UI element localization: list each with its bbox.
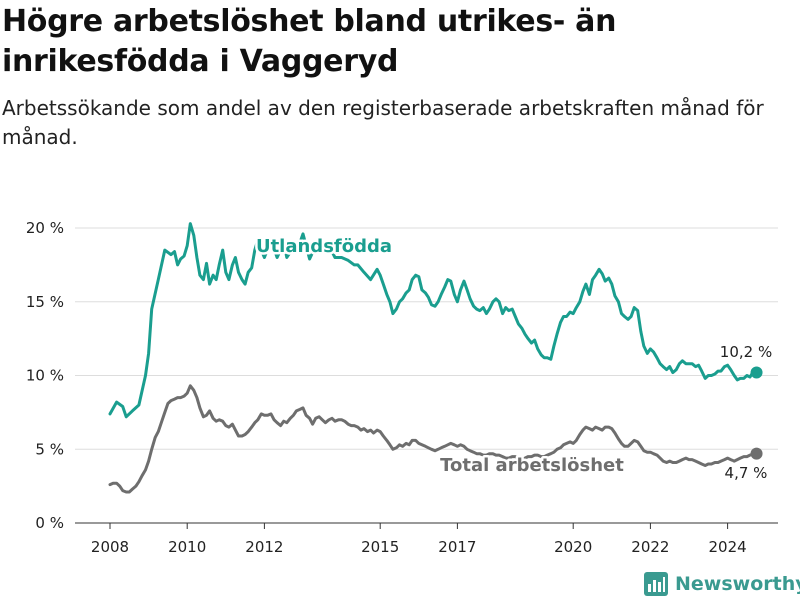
series-end-point — [750, 447, 763, 460]
chart-subtitle: Arbetssökande som andel av den registerb… — [2, 96, 764, 149]
newsworthy-logo: Newsworthy — [644, 571, 800, 597]
x-tick-label: 2015 — [361, 538, 399, 556]
y-tick-label: 10 % — [26, 367, 64, 385]
x-axis: 2008 2010 2012 2015 2017 2020 2022 2024 — [75, 522, 778, 556]
x-tick-label: 2022 — [631, 538, 669, 556]
series-end-point — [750, 366, 763, 379]
y-tick-label: 15 % — [26, 293, 64, 311]
chart-title: Högre arbetslöshet bland utrikes- än inr… — [2, 4, 617, 79]
x-tick-label: 2010 — [168, 538, 206, 556]
series-end-label: 10,2 % — [720, 343, 772, 361]
series-line — [108, 384, 759, 494]
series-name-label: Utlandsfödda — [256, 236, 392, 257]
series-end-label: 4,7 % — [725, 464, 768, 482]
series-line — [108, 222, 759, 419]
y-tick-label: 5 % — [35, 440, 64, 458]
series-lines — [108, 222, 763, 494]
x-tick-label: 2024 — [709, 538, 747, 556]
series-name-label: Total arbetslöshet — [440, 455, 624, 476]
x-tick-label: 2020 — [554, 538, 592, 556]
x-tick-label: 2012 — [245, 538, 283, 556]
series-labels: Utlandsfödda 10,2 % Total arbetslöshet 4,7 … — [253, 234, 774, 485]
y-tick-label: 0 % — [35, 514, 64, 532]
brand-name: Newsworthy — [675, 573, 800, 595]
y-axis-labels: 0 % 5 % 10 % 15 % 20 % — [26, 219, 64, 532]
x-tick-label: 2017 — [438, 538, 476, 556]
bar-chart-icon — [644, 572, 668, 596]
gridlines — [75, 227, 778, 450]
x-tick-label: 2008 — [91, 538, 129, 556]
y-tick-label: 20 % — [26, 219, 64, 237]
